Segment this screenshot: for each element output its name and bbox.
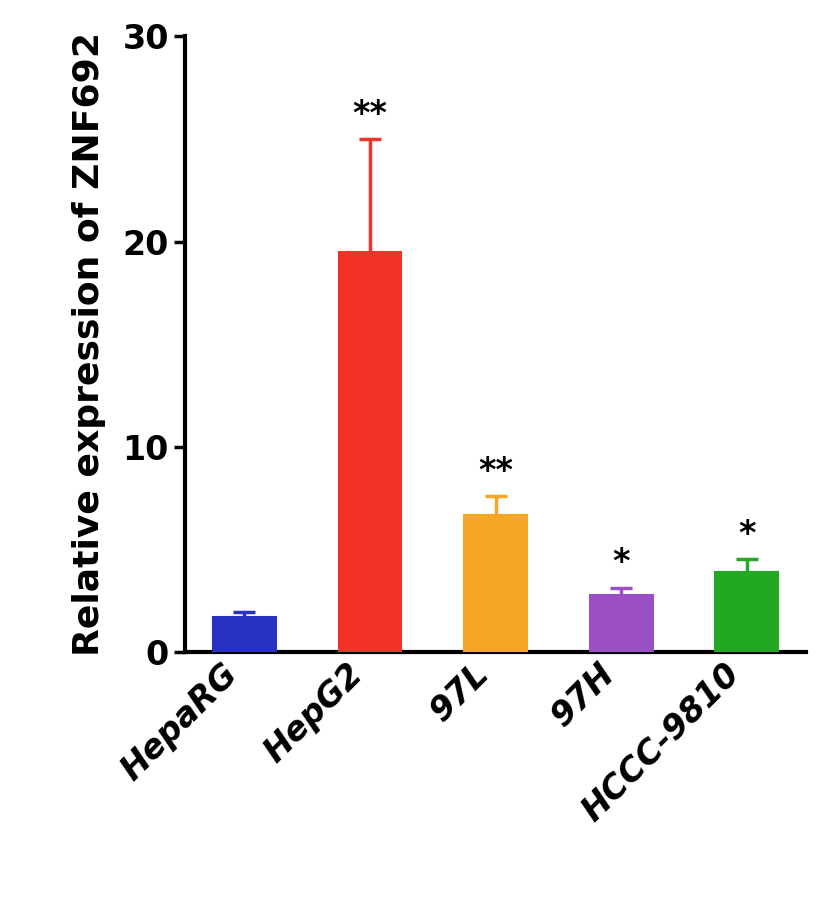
Text: *: *	[612, 546, 630, 580]
Text: **: **	[353, 98, 387, 130]
Bar	[716, 573, 778, 652]
Text: **: **	[478, 455, 513, 488]
Bar	[590, 595, 653, 652]
Y-axis label: Relative expression of ZNF692: Relative expression of ZNF692	[71, 33, 106, 656]
Text: *: *	[738, 517, 755, 551]
Bar	[213, 617, 276, 652]
Bar	[339, 252, 402, 652]
Bar	[465, 515, 527, 652]
